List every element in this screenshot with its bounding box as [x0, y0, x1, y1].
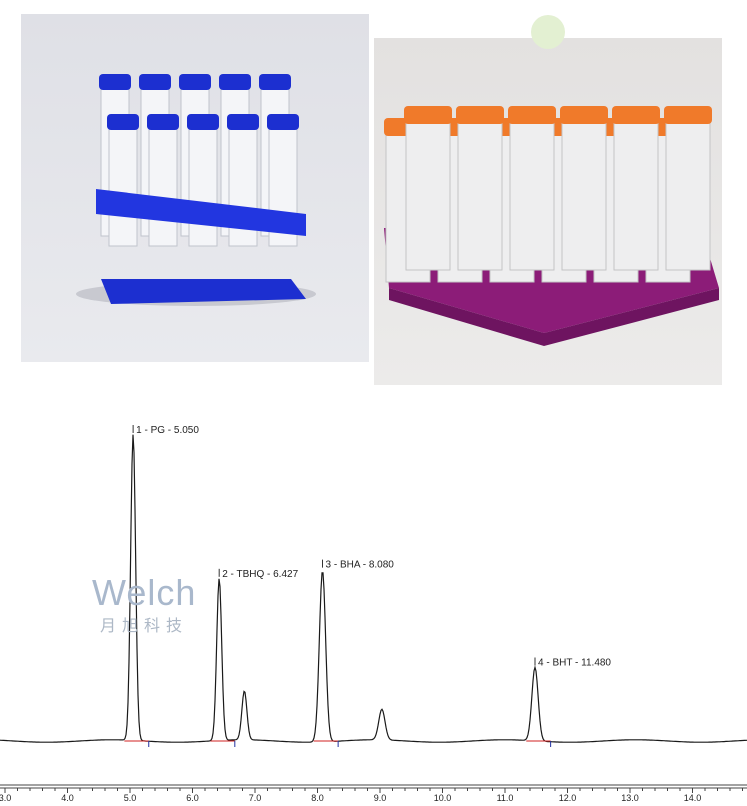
watermark-chinese: 月旭科技	[100, 618, 189, 635]
tube-cap	[99, 74, 131, 90]
tube	[665, 119, 711, 271]
tick-label: 14.0	[684, 793, 702, 803]
tick-label: 8.0	[311, 793, 324, 803]
tick-label: 3.0	[0, 793, 11, 803]
tube-cap	[227, 114, 259, 130]
tube	[457, 119, 503, 271]
tube-cap	[107, 114, 139, 130]
tick-label: 10.0	[434, 793, 452, 803]
tube	[188, 125, 218, 247]
green-dot	[531, 15, 565, 49]
tube-cap	[612, 106, 660, 124]
tick-label: 13.0	[621, 793, 639, 803]
peak-label: 3 - BHA - 8.080	[326, 560, 395, 571]
tube-cap	[259, 74, 291, 90]
tube-cap	[147, 114, 179, 130]
tick-label: 5.0	[124, 793, 137, 803]
tube-cap	[187, 114, 219, 130]
tick-label: 7.0	[249, 793, 262, 803]
tube	[108, 125, 138, 247]
tick-label: 9.0	[374, 793, 387, 803]
tube	[148, 125, 178, 247]
tube-cap	[664, 106, 712, 124]
tube-cap	[560, 106, 608, 124]
watermark-logo: Welch	[92, 572, 197, 613]
tick-label: 11.0	[497, 793, 514, 803]
tube-cap	[508, 106, 556, 124]
tube-cap	[267, 114, 299, 130]
chromatogram: 1 - PG - 5.050 2 - TBHQ - 6.427 3 - BHA - …	[0, 425, 747, 803]
tube-cap	[404, 106, 452, 124]
peak-label: 2 - TBHQ - 6.427	[222, 569, 298, 580]
tube-cap	[139, 74, 171, 90]
tick-label: 6.0	[186, 793, 199, 803]
photo-blue-tube-rack	[21, 14, 369, 362]
tick-label: 4.0	[61, 793, 74, 803]
photo-purple-tube-rack	[374, 38, 722, 385]
peak-label: 4 - BHT - 11.480	[538, 658, 611, 669]
tick-label: 12.0	[559, 793, 577, 803]
tube	[613, 119, 659, 271]
tube	[509, 119, 555, 271]
peak-label: 1 - PG - 5.050	[136, 425, 199, 436]
tube-cap	[456, 106, 504, 124]
tube-cap	[219, 74, 251, 90]
tube	[405, 119, 451, 271]
chromatogram-trace	[0, 434, 747, 743]
tube-cap	[179, 74, 211, 90]
tube	[561, 119, 607, 271]
